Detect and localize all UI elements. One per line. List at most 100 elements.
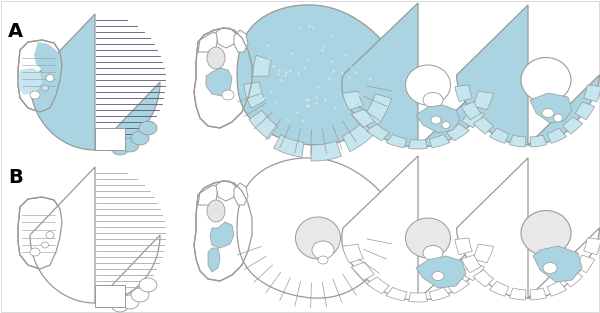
- Polygon shape: [409, 293, 427, 302]
- Polygon shape: [342, 156, 494, 300]
- Polygon shape: [198, 185, 218, 205]
- Polygon shape: [139, 278, 157, 292]
- Polygon shape: [457, 5, 599, 145]
- Polygon shape: [194, 181, 252, 281]
- Ellipse shape: [222, 90, 234, 100]
- Ellipse shape: [318, 256, 328, 264]
- Polygon shape: [343, 122, 374, 151]
- Bar: [95, 128, 125, 150]
- Polygon shape: [461, 109, 484, 128]
- Polygon shape: [244, 82, 265, 108]
- Polygon shape: [216, 28, 236, 48]
- Ellipse shape: [406, 218, 451, 258]
- Polygon shape: [473, 117, 494, 134]
- Polygon shape: [121, 138, 139, 152]
- Ellipse shape: [442, 121, 450, 129]
- Ellipse shape: [207, 47, 225, 69]
- Polygon shape: [584, 85, 600, 102]
- Polygon shape: [461, 255, 481, 273]
- Polygon shape: [584, 238, 600, 255]
- Polygon shape: [575, 102, 595, 120]
- Polygon shape: [131, 288, 149, 302]
- Polygon shape: [457, 158, 599, 298]
- Polygon shape: [194, 28, 252, 128]
- Ellipse shape: [521, 58, 571, 102]
- Polygon shape: [461, 102, 481, 120]
- Polygon shape: [533, 246, 582, 282]
- Polygon shape: [416, 256, 466, 288]
- Polygon shape: [473, 244, 494, 263]
- Polygon shape: [101, 293, 119, 307]
- Polygon shape: [18, 68, 42, 95]
- Polygon shape: [18, 197, 62, 269]
- Polygon shape: [352, 109, 374, 128]
- Polygon shape: [198, 32, 218, 52]
- Ellipse shape: [207, 200, 225, 222]
- Polygon shape: [461, 262, 484, 281]
- Ellipse shape: [521, 211, 571, 255]
- Polygon shape: [455, 238, 472, 255]
- Ellipse shape: [432, 271, 444, 280]
- Bar: [95, 285, 125, 307]
- Polygon shape: [139, 121, 157, 135]
- Polygon shape: [575, 255, 595, 273]
- Polygon shape: [343, 244, 364, 263]
- Polygon shape: [206, 68, 232, 96]
- Polygon shape: [473, 270, 494, 287]
- Polygon shape: [509, 288, 526, 300]
- Polygon shape: [490, 128, 509, 143]
- Polygon shape: [234, 30, 248, 52]
- Polygon shape: [455, 85, 472, 102]
- Polygon shape: [274, 135, 304, 157]
- Text: A: A: [8, 22, 23, 41]
- Polygon shape: [429, 287, 450, 301]
- Polygon shape: [343, 91, 364, 110]
- Polygon shape: [18, 40, 62, 112]
- Polygon shape: [446, 124, 469, 141]
- Ellipse shape: [296, 217, 341, 259]
- Ellipse shape: [542, 109, 554, 117]
- Polygon shape: [34, 42, 60, 72]
- Polygon shape: [409, 140, 427, 149]
- Polygon shape: [237, 5, 397, 145]
- Ellipse shape: [41, 242, 49, 248]
- Polygon shape: [530, 288, 547, 300]
- Polygon shape: [562, 117, 583, 134]
- Ellipse shape: [543, 263, 557, 274]
- Polygon shape: [547, 128, 566, 143]
- Ellipse shape: [30, 91, 40, 99]
- Ellipse shape: [406, 65, 451, 105]
- Polygon shape: [311, 141, 341, 161]
- Polygon shape: [342, 3, 494, 147]
- Polygon shape: [367, 277, 389, 294]
- Polygon shape: [530, 135, 547, 147]
- Polygon shape: [365, 94, 392, 125]
- Polygon shape: [111, 298, 129, 312]
- Polygon shape: [367, 124, 389, 141]
- Polygon shape: [429, 134, 450, 148]
- Ellipse shape: [423, 245, 443, 260]
- Polygon shape: [249, 110, 278, 139]
- Ellipse shape: [312, 241, 334, 259]
- Ellipse shape: [423, 93, 443, 107]
- Polygon shape: [386, 134, 407, 148]
- Polygon shape: [446, 277, 469, 294]
- Polygon shape: [234, 183, 248, 205]
- Polygon shape: [386, 287, 407, 301]
- Polygon shape: [30, 14, 160, 150]
- Ellipse shape: [30, 248, 40, 256]
- Polygon shape: [121, 295, 139, 309]
- Polygon shape: [131, 131, 149, 145]
- Polygon shape: [216, 181, 236, 201]
- Polygon shape: [352, 262, 374, 281]
- Polygon shape: [111, 141, 129, 155]
- Polygon shape: [530, 93, 572, 123]
- Ellipse shape: [46, 232, 54, 239]
- Polygon shape: [253, 55, 271, 76]
- Polygon shape: [30, 167, 160, 303]
- Ellipse shape: [46, 74, 54, 81]
- Polygon shape: [210, 222, 234, 248]
- Polygon shape: [208, 248, 220, 272]
- Polygon shape: [490, 281, 509, 296]
- Polygon shape: [416, 105, 460, 133]
